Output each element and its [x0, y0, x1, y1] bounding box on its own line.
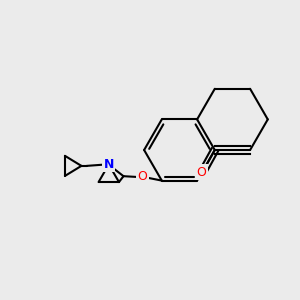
Text: N: N: [103, 158, 114, 171]
Text: O: O: [138, 170, 148, 183]
Text: O: O: [196, 166, 206, 178]
